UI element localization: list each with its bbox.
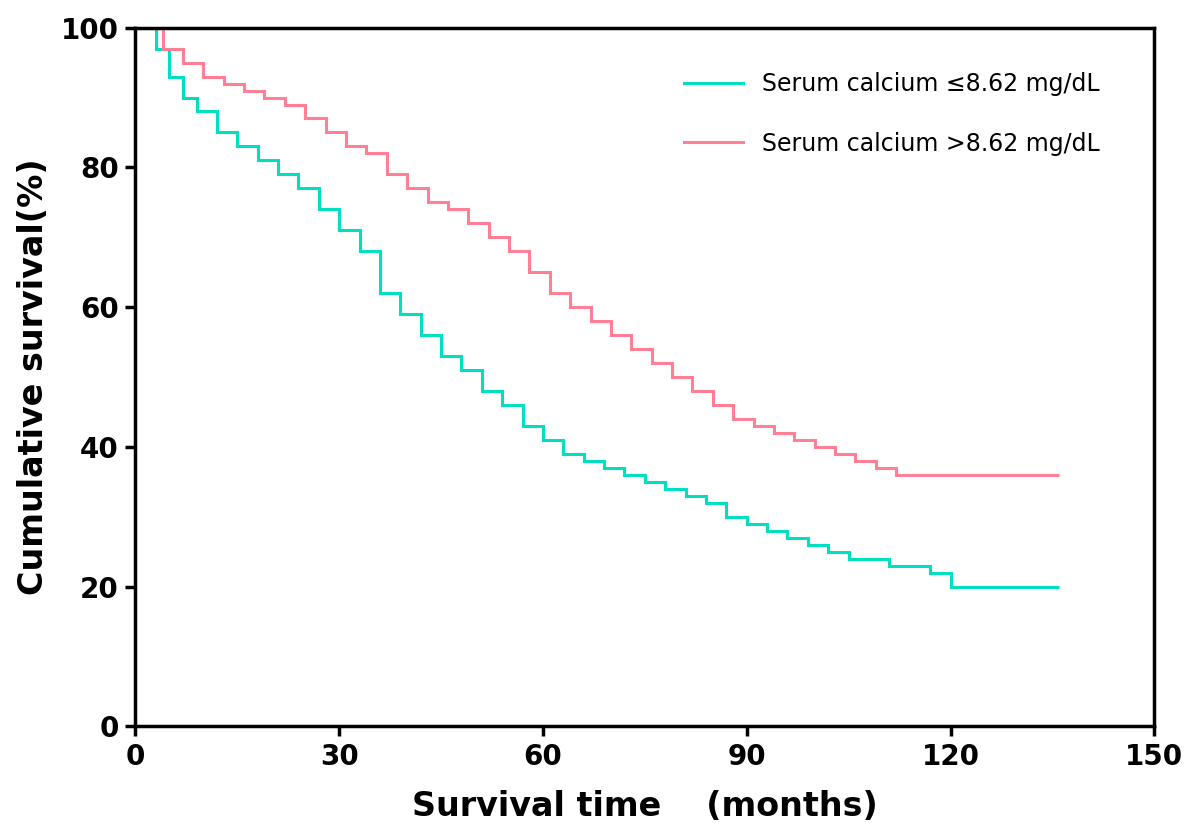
X-axis label: Survival time  (months): Survival time (months) xyxy=(412,790,877,823)
Y-axis label: Cumulative survival(%): Cumulative survival(%) xyxy=(17,159,49,596)
Legend: Serum calcium ≤8.62 mg/dL, Serum calcium >8.62 mg/dL: Serum calcium ≤8.62 mg/dL, Serum calcium… xyxy=(673,60,1112,167)
